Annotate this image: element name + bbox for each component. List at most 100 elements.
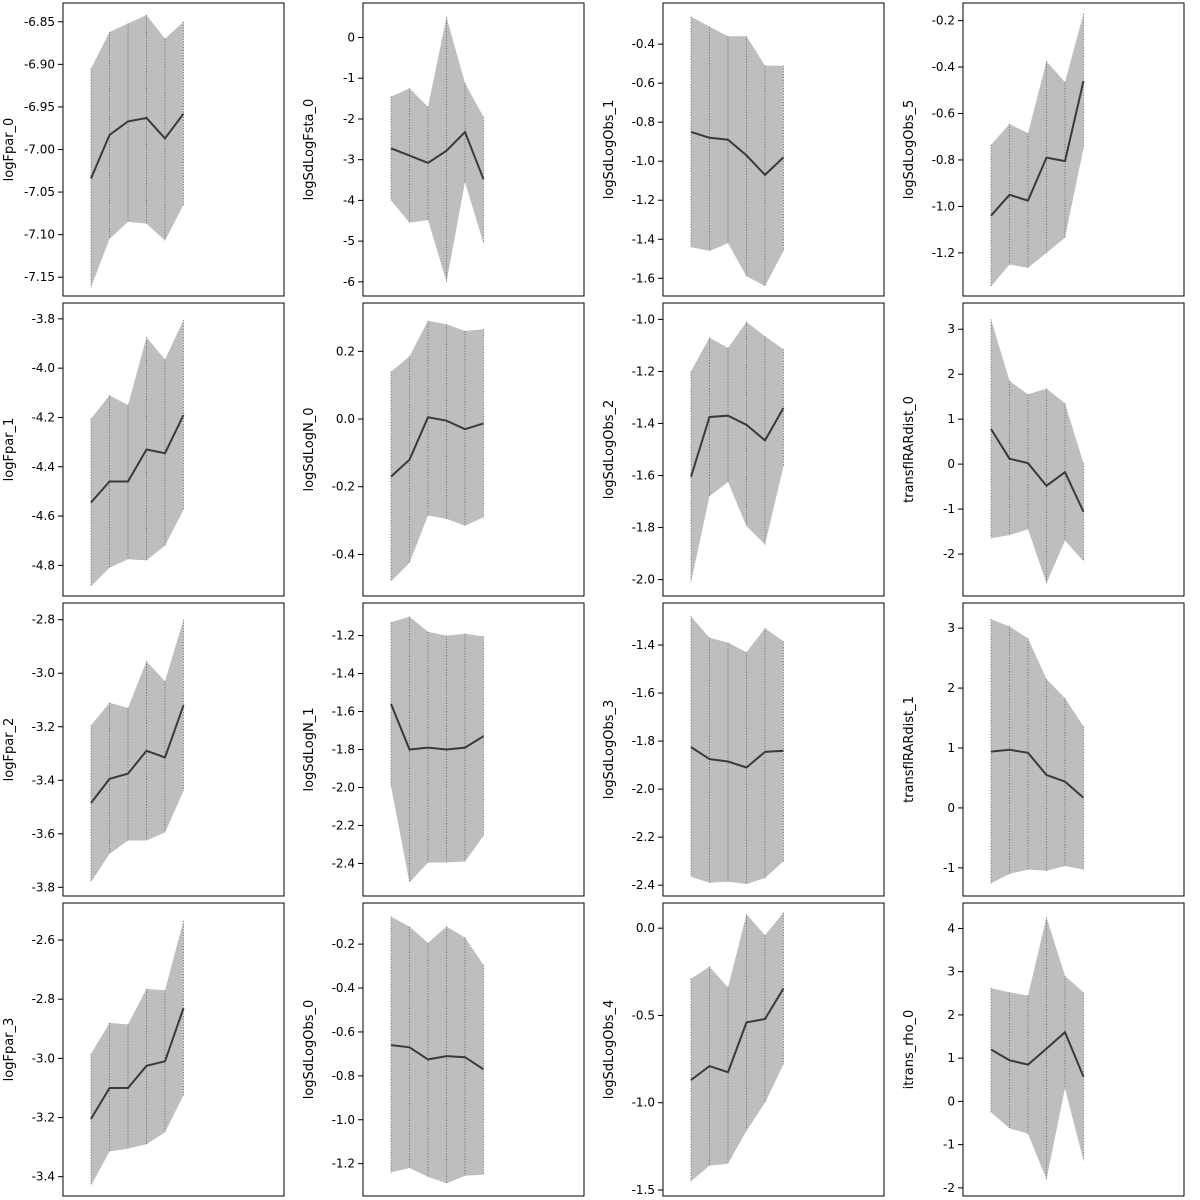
y-axis-title: logSdLogObs_0 [302,1000,317,1100]
y-tick-label: -0.2 [332,937,355,951]
y-tick-label: -2.4 [332,856,355,870]
y-tick-label: 2 [947,367,955,381]
y-tick-label: -0.6 [932,107,955,121]
mean-line [690,130,785,177]
y-tick-label: -1.8 [332,743,355,757]
y-tick-label: -2.2 [332,818,355,832]
y-tick-label: 0.2 [336,344,355,358]
y-tick-label: -4 [343,193,355,207]
mean-line [990,80,1085,217]
y-tick-label: -1.2 [632,364,655,378]
y-tick-label: 0 [947,1094,955,1108]
mean-line [390,130,485,180]
y-tick-label: -2.2 [632,830,655,844]
y-tick-label: -1.6 [332,705,355,719]
mean-line [90,414,185,504]
y-tick-label: -2.6 [32,933,55,947]
mean-line [390,703,485,751]
y-axis-title: logFpar_0 [2,118,17,182]
plot-frame [62,602,285,897]
y-axis-title: itrans_rho_0 [902,1010,917,1090]
y-tick-label: -1.6 [632,271,655,285]
y-axis-title: logSdLogN_0 [302,407,317,491]
y-tick-label: -1 [343,71,355,85]
y-tick-label: -2.8 [32,613,55,627]
confidence-band [991,917,1084,1180]
confidence-band [691,322,784,583]
mean-line [690,407,785,478]
panel-logFpar_2: -2.8 -3.0 -3.2 -3.4 -3.6 -3.8 logFpar_2 [2,602,285,897]
y-tick-label: -2 [943,1181,955,1195]
mean-line [90,1007,185,1120]
y-tick-label: -1.2 [332,629,355,643]
y-tick-label: -1.0 [632,312,655,326]
y-tick-label: -0.6 [332,1025,355,1039]
y-axis-title: logSdLogObs_3 [602,700,617,800]
y-tick-label: -0.4 [932,60,955,74]
plot-frame [662,602,885,897]
y-tick-label: 1 [947,1051,955,1065]
y-axis-title: transfIRARdist_1 [902,696,917,803]
mean-line [990,1030,1085,1078]
y-tick-label: -1.5 [632,1183,655,1197]
plot-frame [62,902,285,1197]
plot-frame [62,302,285,597]
y-tick-label: -6 [343,275,355,289]
confidence-band [691,16,784,287]
plot-frame [962,302,1185,597]
y-tick-label: -3 [343,153,355,167]
plot-frame [362,302,585,597]
y-tick-label: 0 [947,801,955,815]
y-tick-label: 4 [947,921,955,935]
plot-frame [362,902,585,1197]
y-tick-label: -3.8 [32,312,55,326]
y-tick-label: -0.8 [332,1069,355,1083]
mean-line [90,113,185,179]
panel-logSdLogObs_1: -0.4 -0.6 -0.8 -1.0 -1.2 -1.4 -1.6 logSdLogObs_… [602,2,885,297]
y-tick-label: -3.8 [32,880,55,894]
confidence-band [991,13,1084,287]
y-tick-label: -1.0 [932,199,955,213]
panel-itrans_rho_0: 4 3 2 1 0 -1 -2 itrans_rho_0 [902,902,1185,1197]
confidence-band [691,616,784,884]
y-tick-label: -7.05 [24,185,55,199]
y-tick-label: 3 [947,621,955,635]
y-tick-label: -1 [943,1138,955,1152]
y-tick-label: 1 [947,412,955,426]
y-tick-label: -2.8 [32,992,55,1006]
y-tick-label: -6.95 [24,100,55,114]
y-tick-label: 2 [947,681,955,695]
y-tick-label: -1.2 [332,1157,355,1171]
panel-logSdLogObs_4: 0.0 -0.5 -1.0 -1.5 logSdLogObs_4 [602,902,885,1197]
y-tick-label: -1.4 [332,667,355,681]
y-tick-label: -5 [343,234,355,248]
y-tick-label: -1.6 [632,469,655,483]
y-tick-label: -4.2 [32,410,55,424]
confidence-band [91,920,184,1186]
panel-logFpar_3: -2.6 -2.8 -3.0 -3.2 -3.4 logFpar_3 [2,902,285,1197]
y-axis-title: logFpar_3 [2,1018,17,1082]
plot-frame [662,302,885,597]
y-tick-label: -1.8 [632,734,655,748]
panel-transfIRARdist_1: 3 2 1 0 -1 transfIRARdist_1 [902,602,1185,897]
y-tick-label: -2.4 [632,878,655,892]
y-tick-label: -1.2 [932,246,955,260]
y-tick-label: -6.85 [24,15,55,29]
y-tick-label: -2 [943,547,955,561]
y-tick-label: -0.2 [332,480,355,494]
y-tick-label: -4.8 [32,558,55,572]
y-axis-title: logSdLogObs_1 [602,100,617,200]
y-axis-title: logSdLogObs_4 [602,1000,617,1100]
panel-logSdLogN_1: -1.2 -1.4 -1.6 -1.8 -2.0 -2.2 -2.4 logSdLogN_1 [302,602,585,897]
y-tick-label: -7.10 [24,228,55,242]
plot-frame [662,2,885,297]
y-tick-label: -3.2 [32,1111,55,1125]
panel-logSdLogFsta_0: 0 -1 -2 -3 -4 -5 -6 logSdLogFsta_0 [302,2,585,297]
y-tick-label: -3.4 [32,1170,55,1184]
mean-line [690,987,785,1081]
panel-logSdLogObs_2: -1.0 -1.2 -1.4 -1.6 -1.8 -2.0 logSdLogObs_2 [602,302,885,597]
confidence-band [391,916,484,1184]
plot-frame [962,2,1185,297]
y-tick-label: -1.0 [632,154,655,168]
